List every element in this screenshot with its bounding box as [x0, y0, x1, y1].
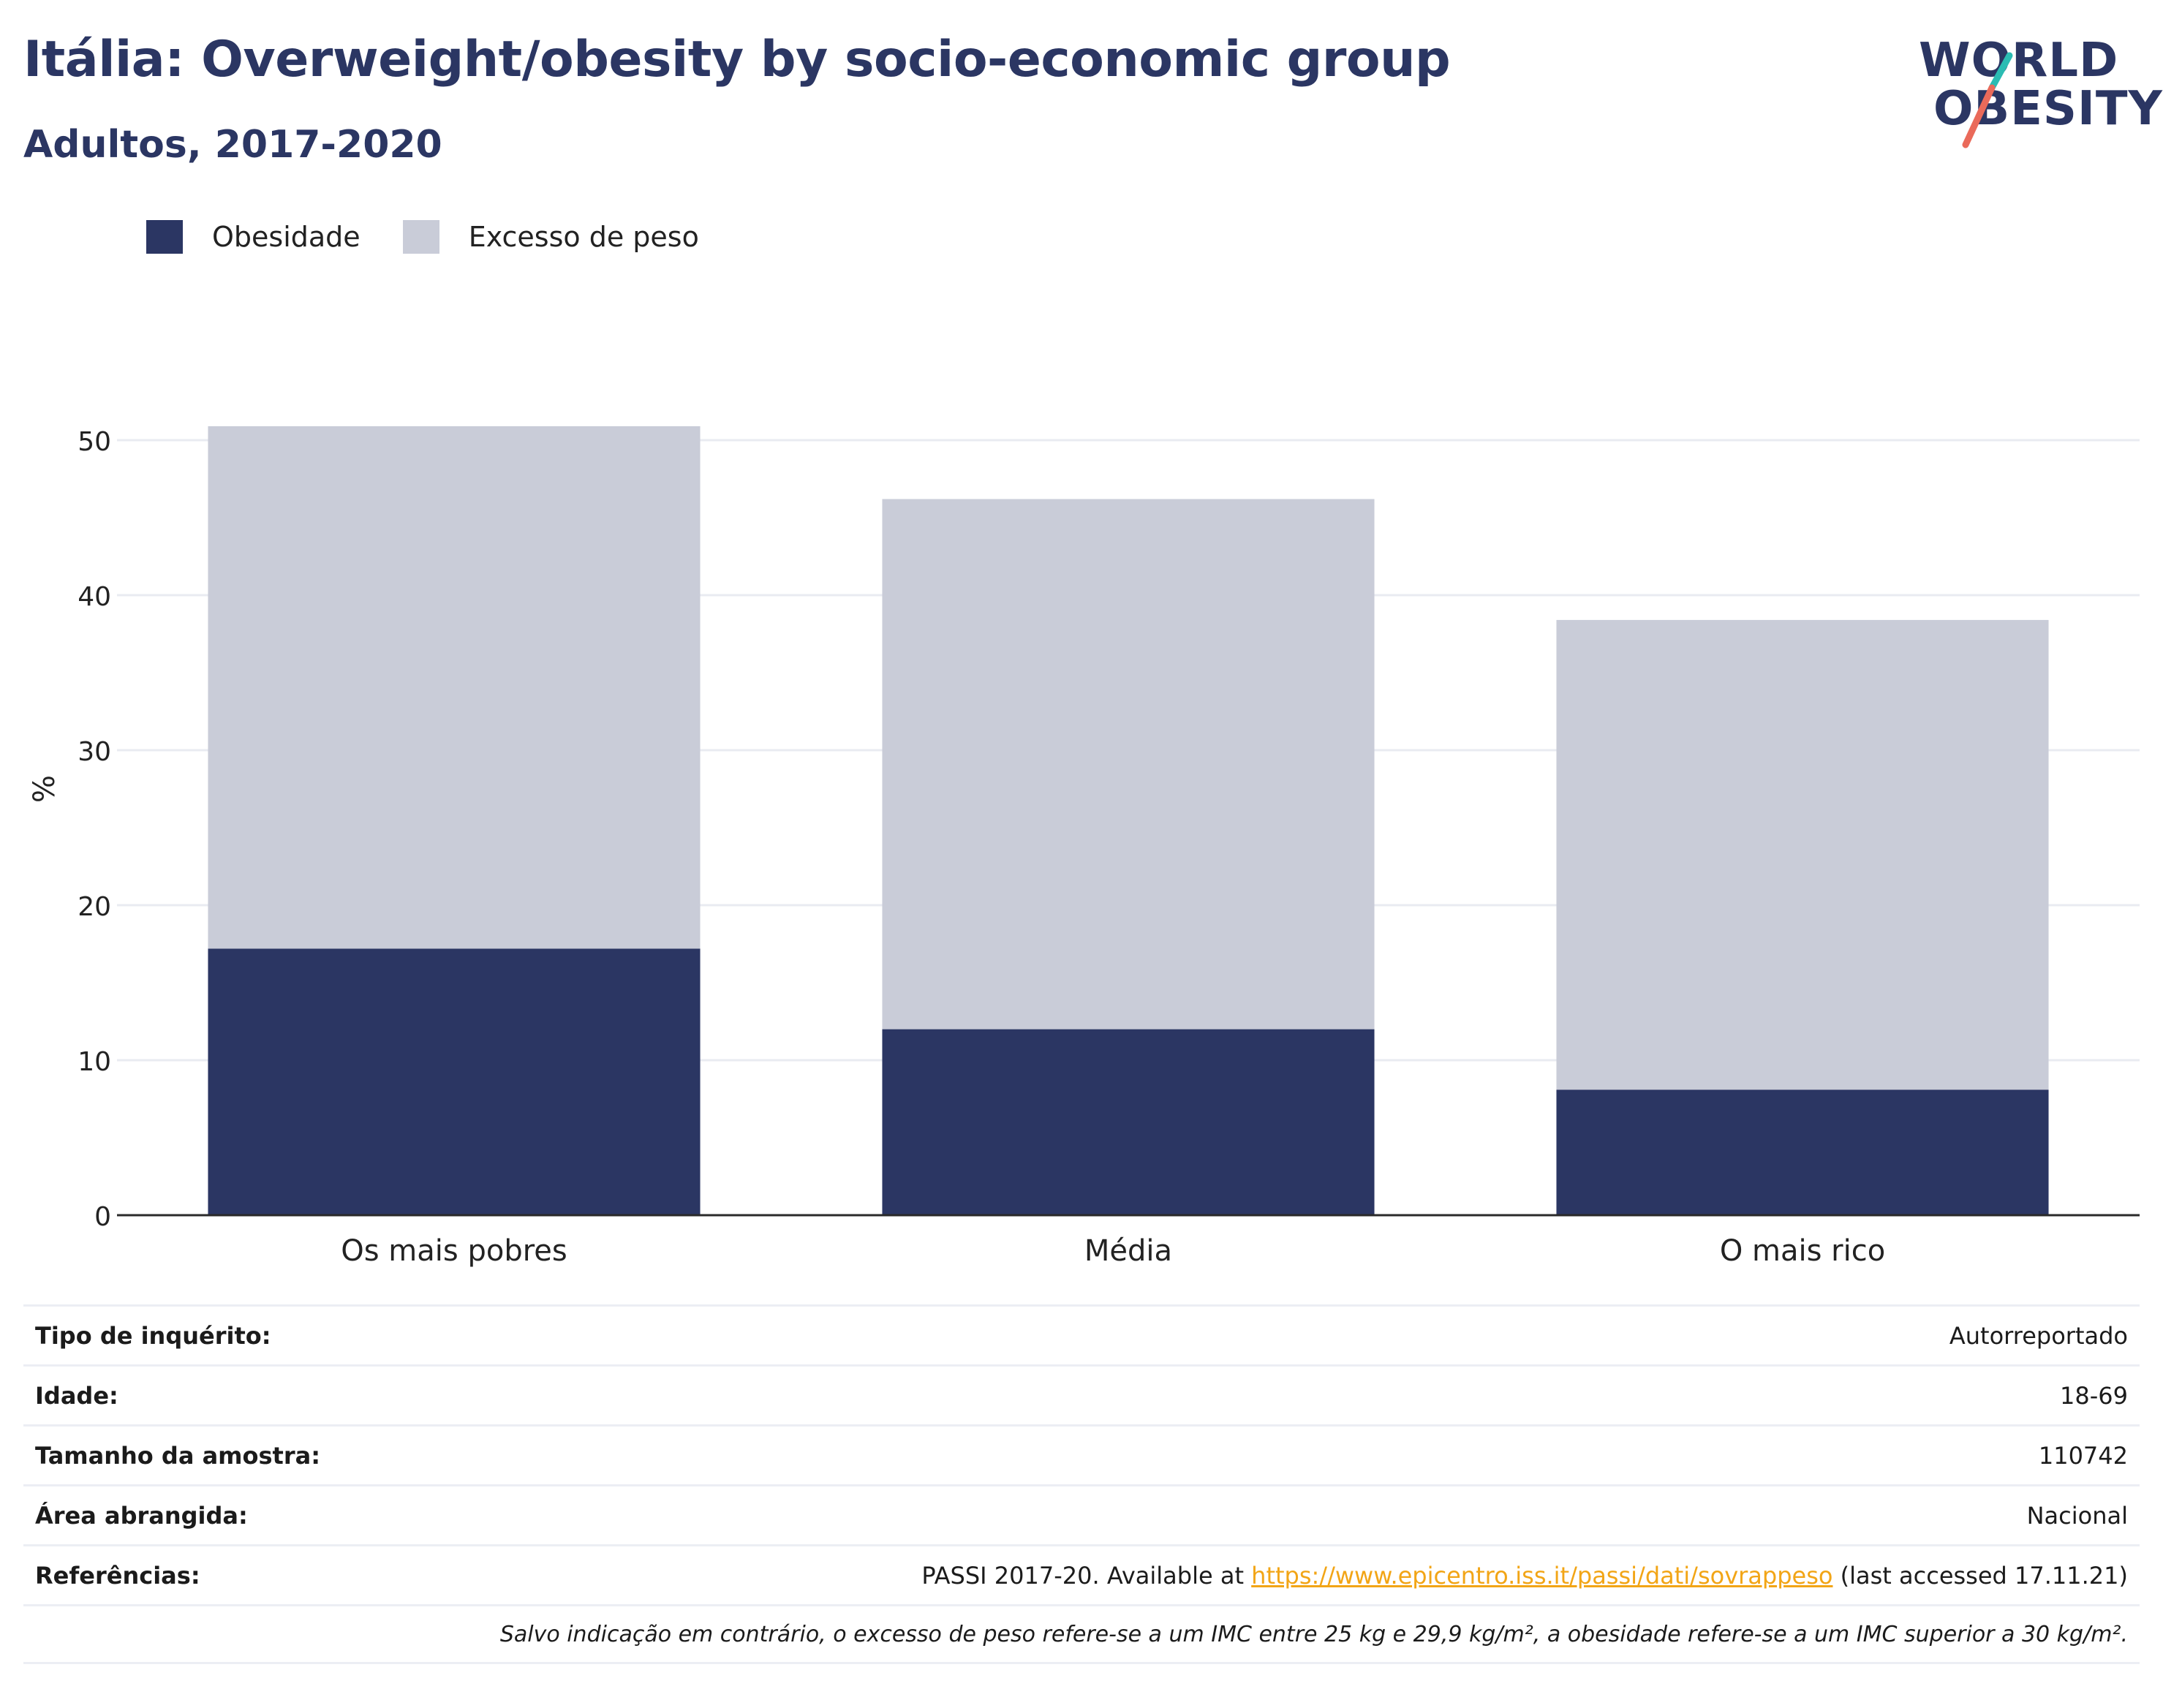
- y-axis-ticks: 0 10 20 30 40 50: [78, 427, 111, 1232]
- y-tick-label: 0: [94, 1202, 111, 1232]
- references-prefix: PASSI 2017-20. Available at: [921, 1561, 1252, 1590]
- bar-obesidade: [208, 948, 701, 1215]
- info-row-sample: Tamanho da amostra: 110742: [23, 1424, 2140, 1484]
- bar-obesidade: [882, 1029, 1375, 1215]
- bar-excesso-de-peso: [882, 499, 1375, 1029]
- bars: [208, 426, 2049, 1215]
- legend-item-excesso-de-peso: Excesso de peso: [402, 220, 699, 254]
- definition-note: Salvo indicação em contrário, o excesso …: [499, 1621, 2128, 1647]
- chart-legend: Obesidade Excesso de peso: [146, 218, 741, 256]
- info-row-survey: Tipo de inquérito: Autorreportado: [23, 1304, 2140, 1364]
- chart-subtitle: Adultos, 2017-2020: [23, 123, 442, 167]
- legend-swatch-excesso-de-peso: [402, 220, 439, 254]
- x-tick-label: Os mais pobres: [341, 1234, 567, 1268]
- x-tick-label: Média: [1084, 1234, 1172, 1268]
- y-tick-label: 50: [78, 427, 111, 457]
- bar-chart: 0 10 20 30 40 50 Os mais pobres Média O mais ri…: [28, 426, 2140, 1268]
- y-tick-label: 40: [78, 582, 111, 612]
- y-tick-label: 30: [78, 737, 111, 767]
- survey-type-label: Tipo de inquérito:: [35, 1321, 271, 1350]
- bar-obesidade: [1556, 1089, 2049, 1215]
- legend-item-obesidade: Obesidade: [146, 220, 360, 254]
- bar-excesso-de-peso: [208, 426, 701, 949]
- info-row-note: Salvo indicação em contrário, o excesso …: [23, 1604, 2140, 1664]
- references-suffix: (last accessed 17.11.21): [1832, 1561, 2128, 1590]
- area-value: Nacional: [2026, 1501, 2128, 1530]
- info-table: Tipo de inquérito: Autorreportado Idade:…: [23, 1304, 2140, 1664]
- age-label: Idade:: [35, 1381, 118, 1410]
- info-row-area: Área abrangida: Nacional: [23, 1484, 2140, 1544]
- sample-size-label: Tamanho da amostra:: [35, 1441, 320, 1470]
- logo-line-1: WORLD: [1919, 34, 2119, 88]
- legend-label-obesidade: Obesidade: [212, 221, 360, 253]
- y-tick-label: 20: [78, 892, 111, 922]
- references-label: Referências:: [35, 1561, 200, 1590]
- x-tick-label: O mais rico: [1720, 1234, 1885, 1268]
- area-label: Área abrangida:: [35, 1501, 248, 1530]
- legend-swatch-obesidade: [146, 220, 183, 254]
- world-obesity-logo: WORLD OBESITY: [1901, 29, 2162, 161]
- age-value: 18-69: [2060, 1381, 2128, 1410]
- survey-type-value: Autorreportado: [1949, 1321, 2128, 1350]
- info-row-age: Idade: 18-69: [23, 1364, 2140, 1424]
- sample-size-value: 110742: [2038, 1441, 2128, 1470]
- references-link[interactable]: https://www.epicentro.iss.it/passi/dati/…: [1251, 1561, 1833, 1590]
- info-row-references: Referências: PASSI 2017-20. Available at…: [23, 1544, 2140, 1604]
- y-axis-label: %: [28, 775, 61, 803]
- x-axis-ticks: Os mais pobres Média O mais rico: [341, 1234, 1885, 1268]
- y-tick-label: 10: [78, 1047, 111, 1077]
- references-value: PASSI 2017-20. Available at https://www.…: [921, 1562, 2128, 1590]
- legend-label-excesso-de-peso: Excesso de peso: [468, 221, 699, 253]
- logo-slash-icon: [1962, 52, 2013, 148]
- bar-excesso-de-peso: [1556, 619, 2049, 1090]
- chart-title: Itália: Overweight/obesity by socio-econ…: [23, 31, 1451, 88]
